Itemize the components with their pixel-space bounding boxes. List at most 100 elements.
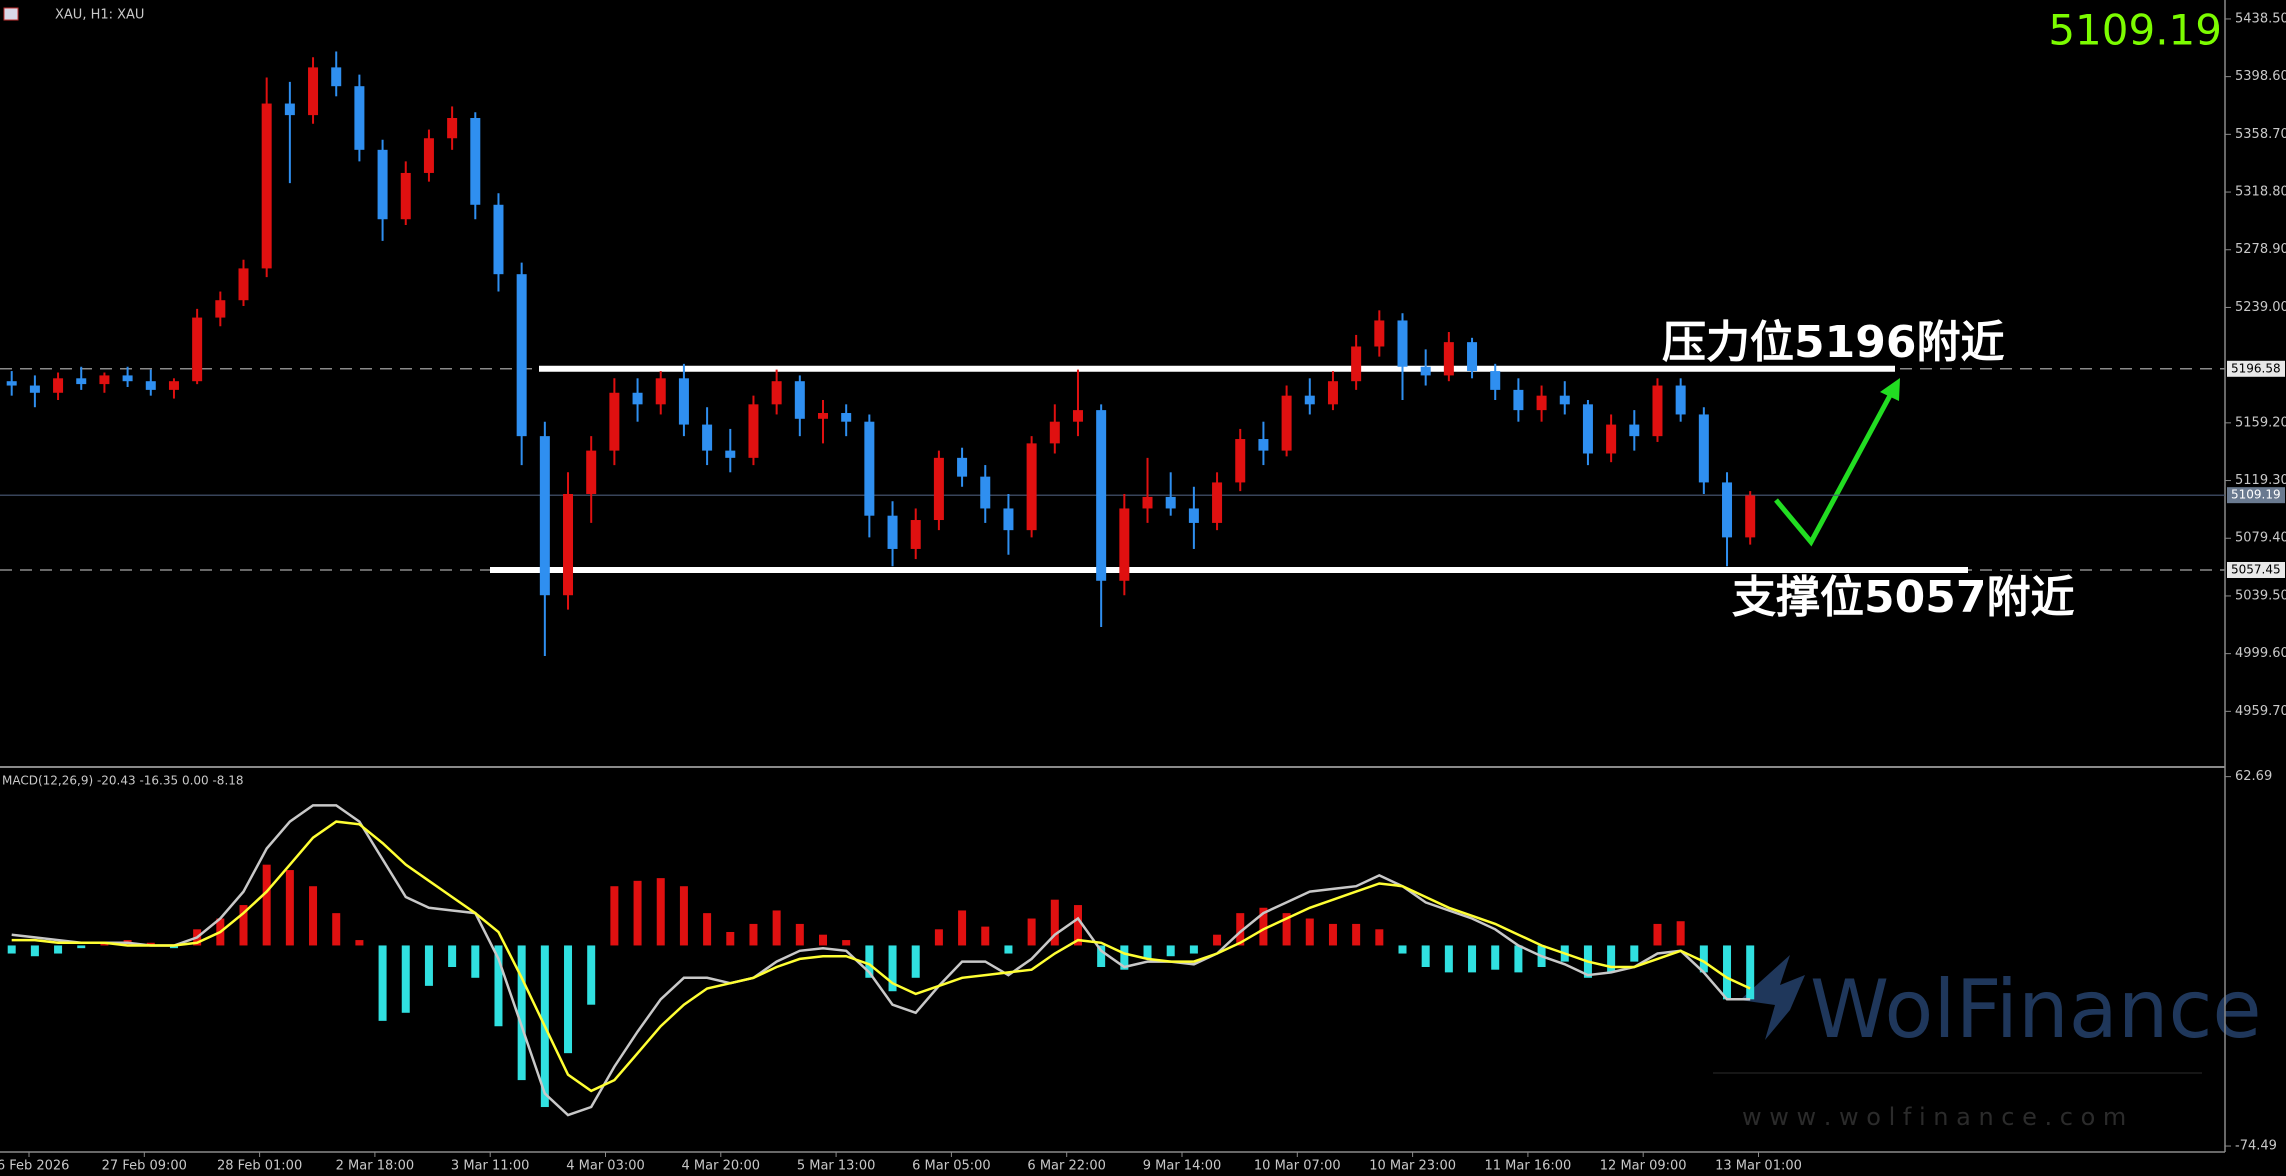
candle-body bbox=[1582, 404, 1593, 454]
candle-body bbox=[539, 436, 550, 596]
x-tick-label: 10 Mar 23:00 bbox=[1369, 1159, 1456, 1174]
candle-body bbox=[794, 381, 805, 419]
y-tick-label: 5398.60 bbox=[2235, 69, 2286, 84]
macd-histogram-bar bbox=[1143, 945, 1152, 959]
macd-histogram-bar bbox=[1305, 918, 1314, 946]
candle-body bbox=[632, 392, 643, 405]
candle-body bbox=[1281, 395, 1292, 451]
macd-histogram-bar bbox=[1421, 945, 1430, 968]
macd-histogram-bar bbox=[1027, 918, 1036, 946]
candle-body bbox=[1165, 496, 1176, 509]
candle-body bbox=[1536, 395, 1547, 411]
macd-histogram-bar bbox=[1352, 923, 1361, 946]
macd-histogram-bar bbox=[1236, 913, 1245, 946]
y-tick-label: 62.69 bbox=[2235, 769, 2272, 784]
candle-body bbox=[1513, 389, 1524, 411]
candle-body bbox=[818, 413, 828, 419]
candle-body bbox=[1351, 346, 1362, 382]
last-price-box bbox=[2227, 487, 2285, 504]
candle-body bbox=[1304, 395, 1315, 405]
macd-histogram-bar bbox=[1514, 945, 1523, 973]
candle-body bbox=[655, 378, 666, 405]
macd-histogram-bar bbox=[656, 878, 665, 946]
candle-body bbox=[261, 103, 272, 269]
candle-body bbox=[308, 67, 319, 116]
candle-body bbox=[1652, 385, 1663, 437]
macd-histogram-bar bbox=[1746, 945, 1755, 1000]
candle-body bbox=[1258, 439, 1269, 451]
x-tick-label: 13 Mar 01:00 bbox=[1715, 1159, 1802, 1174]
x-tick-label: 10 Mar 07:00 bbox=[1254, 1159, 1341, 1174]
macd-histogram-bar bbox=[355, 940, 364, 946]
candle-body bbox=[1420, 366, 1431, 376]
price-level-label: 5196.58 bbox=[2231, 361, 2281, 375]
candle-body bbox=[586, 450, 597, 494]
candle-body bbox=[1490, 371, 1501, 390]
macd-histogram-bar bbox=[309, 886, 318, 946]
macd-histogram-bar bbox=[378, 945, 387, 1021]
candle-body bbox=[1026, 443, 1037, 531]
macd-histogram-bar bbox=[1004, 945, 1013, 954]
candle-body bbox=[192, 317, 203, 382]
x-tick-label: 27 Feb 09:00 bbox=[102, 1159, 187, 1174]
price-level-label: 5057.45 bbox=[2231, 562, 2281, 576]
macd-histogram-bar bbox=[1189, 945, 1198, 954]
candle-body bbox=[1096, 410, 1107, 581]
candle-body bbox=[933, 457, 944, 521]
candle-body bbox=[1698, 414, 1709, 483]
macd-histogram-bar bbox=[262, 864, 271, 946]
macd-histogram-bar bbox=[1328, 923, 1337, 946]
macd-histogram-bar bbox=[1375, 929, 1384, 946]
macd-histogram-bar bbox=[772, 910, 781, 946]
candle-body bbox=[957, 457, 968, 477]
macd-title: MACD(12,26,9) -20.43 -16.35 0.00 -8.18 bbox=[2, 774, 244, 788]
candle-body bbox=[609, 392, 620, 451]
macd-histogram-bar bbox=[749, 923, 758, 946]
macd-histogram-bar bbox=[30, 945, 39, 957]
x-tick-label: 6 Mar 22:00 bbox=[1027, 1159, 1106, 1174]
candle-body bbox=[1629, 424, 1640, 437]
candle-body bbox=[1675, 385, 1686, 415]
macd-histogram-bar bbox=[239, 905, 248, 946]
macd-histogram-bar bbox=[564, 945, 573, 1054]
macd-histogram-bar bbox=[679, 886, 688, 946]
macd-histogram-bar bbox=[424, 945, 433, 986]
candle-body bbox=[215, 300, 226, 318]
candle-body bbox=[1397, 320, 1408, 367]
y-tick-label: 5278.90 bbox=[2235, 242, 2286, 257]
y-tick-label: 5358.70 bbox=[2235, 127, 2286, 142]
candle-body bbox=[53, 378, 64, 393]
macd-histogram-bar bbox=[819, 934, 827, 946]
candle-body bbox=[1072, 410, 1083, 422]
macd-histogram-bar bbox=[1166, 945, 1175, 957]
y-tick-label: 4999.60 bbox=[2235, 646, 2286, 661]
macd-histogram-bar bbox=[1676, 921, 1685, 946]
price-level-box bbox=[2227, 561, 2285, 578]
arrow-head bbox=[1880, 378, 1900, 401]
y-tick-label: 5318.80 bbox=[2235, 185, 2286, 200]
macd-histogram-bar bbox=[703, 913, 712, 946]
x-tick-label: 26 Feb 2026 bbox=[0, 1159, 69, 1174]
candle-body bbox=[400, 172, 411, 220]
macd-histogram-bar bbox=[888, 945, 897, 992]
macd-histogram-bar bbox=[1653, 923, 1662, 946]
macd-histogram-bar bbox=[1468, 945, 1477, 973]
macd-histogram-bar bbox=[726, 931, 735, 946]
watermark: WolFinance w w w . w o l f i n a n c e .… bbox=[1713, 955, 2262, 1131]
x-tick-label: 4 Mar 20:00 bbox=[682, 1159, 761, 1174]
macd-histogram-bar bbox=[1050, 899, 1059, 946]
x-tick-label: 11 Mar 16:00 bbox=[1484, 1159, 1571, 1174]
macd-histogram-bar bbox=[1607, 945, 1616, 973]
y-tick-label: 5159.20 bbox=[2235, 415, 2286, 430]
candle-body bbox=[1745, 495, 1756, 538]
last-price-label: 5109.19 bbox=[2231, 488, 2281, 502]
candle-body bbox=[1212, 482, 1223, 523]
candle-body bbox=[1374, 320, 1385, 347]
candle-body bbox=[145, 381, 156, 390]
candle-body bbox=[1327, 381, 1338, 405]
macd-histogram-bar bbox=[146, 942, 155, 946]
candle-body bbox=[99, 375, 110, 385]
candle-body bbox=[122, 375, 133, 382]
macd-histogram-bar bbox=[7, 945, 16, 954]
